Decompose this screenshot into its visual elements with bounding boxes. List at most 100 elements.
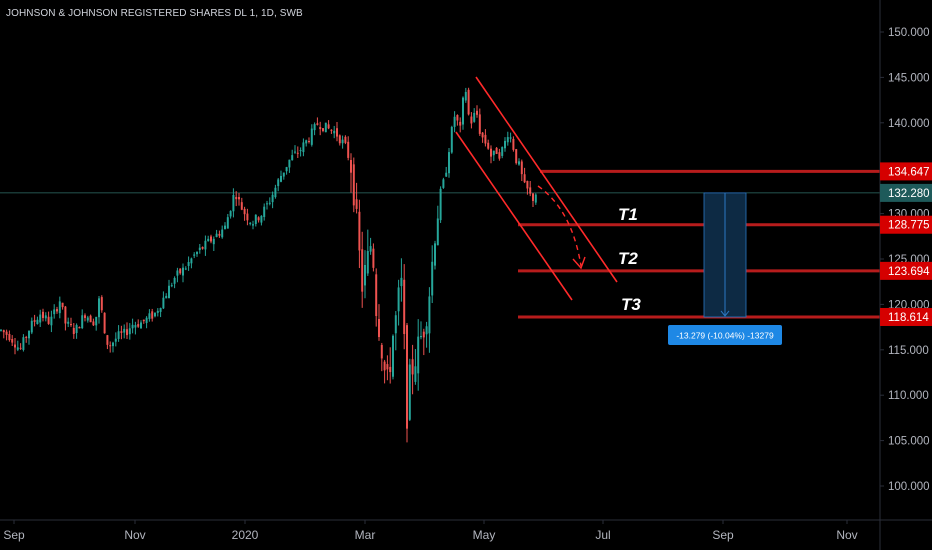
current-price-tag: 132.280 bbox=[888, 188, 930, 200]
candle bbox=[232, 188, 235, 218]
candle-body bbox=[25, 336, 28, 338]
candle bbox=[456, 114, 459, 126]
candle bbox=[403, 264, 406, 350]
candle-body bbox=[397, 287, 400, 312]
candle-body bbox=[526, 180, 529, 189]
candle bbox=[285, 166, 288, 175]
candle-body bbox=[84, 315, 86, 318]
candle bbox=[168, 279, 170, 299]
candle-body bbox=[19, 347, 22, 349]
candle bbox=[372, 243, 375, 272]
candle-body bbox=[512, 138, 515, 150]
candle bbox=[22, 334, 25, 352]
candle-body bbox=[319, 127, 322, 130]
candle-body bbox=[336, 128, 338, 137]
candle-body bbox=[92, 321, 95, 326]
candle-body bbox=[294, 151, 296, 153]
candle bbox=[36, 316, 39, 325]
candle-body bbox=[257, 217, 260, 221]
candle-body bbox=[417, 336, 420, 374]
candle-body bbox=[28, 330, 30, 339]
candle bbox=[190, 257, 193, 269]
candle-body bbox=[114, 338, 117, 342]
candle-body bbox=[352, 164, 355, 206]
candle bbox=[58, 296, 61, 319]
time-tick-label: Nov bbox=[836, 528, 857, 542]
candle-body bbox=[285, 167, 288, 172]
candle bbox=[392, 334, 394, 380]
candle-body bbox=[406, 325, 408, 429]
candle-body bbox=[372, 248, 375, 268]
time-tick-label: Sep bbox=[712, 528, 734, 542]
candle-body bbox=[106, 335, 109, 345]
candle-body bbox=[271, 194, 274, 203]
candle-body bbox=[128, 328, 131, 335]
candle-body bbox=[274, 187, 277, 198]
candle bbox=[450, 125, 453, 154]
candle bbox=[338, 134, 341, 146]
candle-body bbox=[170, 285, 173, 287]
candle-body bbox=[176, 270, 179, 276]
candle bbox=[14, 337, 16, 355]
candle bbox=[344, 135, 347, 145]
price-tick-label: 140.000 bbox=[888, 118, 930, 130]
candle bbox=[271, 191, 274, 209]
candle-body bbox=[165, 295, 168, 299]
level-price-tag-bg bbox=[880, 215, 932, 234]
candle bbox=[28, 330, 30, 345]
candle bbox=[145, 316, 148, 329]
candle-body bbox=[47, 316, 50, 324]
candle-body bbox=[103, 312, 106, 334]
descending-channel[interactable] bbox=[455, 76, 618, 301]
candle-body bbox=[400, 277, 403, 287]
candle-body bbox=[190, 258, 193, 264]
target-label-t2: T2 bbox=[618, 249, 638, 268]
candle bbox=[25, 335, 28, 343]
candle bbox=[445, 166, 448, 178]
candle-body bbox=[70, 323, 72, 326]
channel-lower-line[interactable] bbox=[455, 131, 573, 301]
candle bbox=[128, 323, 131, 340]
candle-body bbox=[425, 326, 428, 335]
candle-body bbox=[523, 174, 526, 183]
candle-body bbox=[408, 364, 411, 420]
candle-body bbox=[344, 136, 347, 143]
candle bbox=[67, 317, 70, 328]
price-range-measure[interactable]: -13.279 (-10.04%) -13279 bbox=[668, 192, 782, 345]
candle bbox=[462, 96, 464, 130]
candle-body bbox=[210, 236, 212, 242]
candle-body bbox=[366, 251, 369, 274]
candle bbox=[140, 320, 142, 329]
candle-body bbox=[296, 152, 299, 154]
candle-body bbox=[64, 306, 67, 324]
candle-body bbox=[476, 110, 478, 115]
candle-body bbox=[450, 126, 453, 153]
candle bbox=[215, 229, 218, 238]
level-price-tag: 123.694 bbox=[888, 266, 930, 278]
candle bbox=[84, 313, 86, 322]
candle bbox=[406, 323, 408, 443]
candle bbox=[201, 246, 204, 250]
candle bbox=[240, 197, 243, 211]
candle-body bbox=[168, 285, 170, 299]
candle-body bbox=[184, 268, 187, 270]
candle bbox=[162, 291, 165, 310]
projection-dashed-arrow[interactable] bbox=[537, 185, 582, 267]
candle bbox=[420, 321, 422, 340]
candle bbox=[0, 329, 2, 332]
candle bbox=[204, 235, 207, 256]
candle bbox=[498, 148, 501, 161]
candle bbox=[481, 131, 484, 143]
candle bbox=[257, 216, 260, 223]
candle-body bbox=[36, 319, 39, 324]
price-tick-label: 145.000 bbox=[888, 72, 930, 84]
candle bbox=[53, 304, 56, 319]
candle bbox=[218, 230, 221, 238]
candle bbox=[212, 236, 215, 252]
candle bbox=[375, 268, 378, 327]
candle bbox=[33, 314, 36, 327]
channel-upper-line[interactable] bbox=[475, 76, 618, 283]
candle-body bbox=[481, 132, 484, 138]
